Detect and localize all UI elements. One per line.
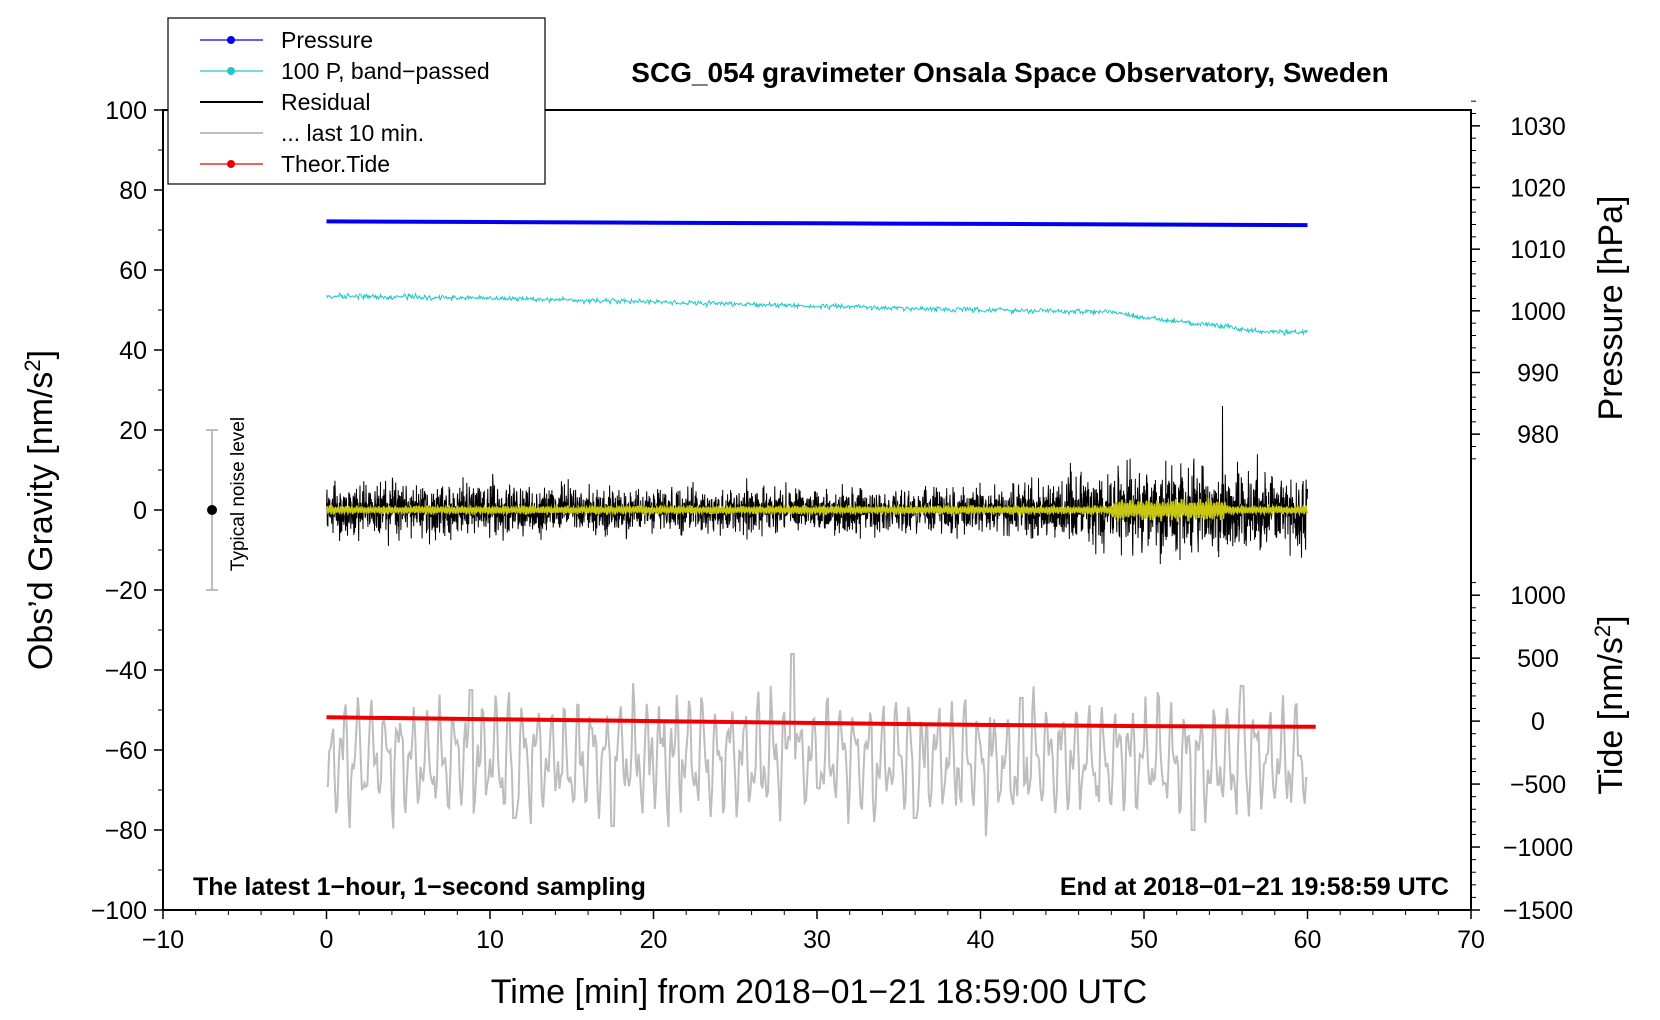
annotation-end-time: End at 2018−01−21 19:58:59 UTC — [1060, 873, 1449, 901]
y-axis-title-left-close: ] — [22, 350, 60, 359]
x-tick-label: 20 — [640, 926, 668, 954]
y-tick-label: −100 — [91, 897, 147, 925]
series-pressure — [326, 219, 1308, 228]
y-tick-label: 40 — [119, 337, 147, 365]
tide-tick-label: 1000 — [1510, 582, 1566, 610]
x-axis-ticks: −10 0 10 20 30 40 50 60 70 — [142, 910, 1485, 954]
legend-label: ... last 10 min. — [281, 120, 424, 146]
noise-dot — [207, 505, 218, 515]
pressure-tick-label: 1020 — [1510, 175, 1566, 203]
legend-label: Theor.Tide — [281, 151, 390, 177]
tide-tick-label: −1000 — [1503, 834, 1573, 862]
tide-axis-ticks: −1500 −1000 −500 0 500 1000 — [1471, 582, 1573, 925]
legend-label: Residual — [281, 89, 371, 115]
y-tick-label: −40 — [105, 657, 147, 685]
y-tick-label: −80 — [105, 817, 147, 845]
y-tick-label: 60 — [119, 257, 147, 285]
y-axis-title-left: Obs’d Gravity [nm/s2] — [20, 350, 60, 670]
x-tick-label: −10 — [142, 926, 184, 954]
tide-tick-label: 0 — [1531, 708, 1545, 736]
noise-label: Typical noise level — [228, 417, 249, 571]
x-tick-label: 0 — [320, 926, 334, 954]
x-tick-label: 30 — [803, 926, 831, 954]
x-tick-label: 70 — [1457, 926, 1485, 954]
y-tick-label: 100 — [105, 97, 147, 125]
tide-tick-label: −1500 — [1503, 897, 1573, 925]
y-tick-label: −20 — [105, 577, 147, 605]
y-tick-label: 20 — [119, 417, 147, 445]
y-axis-ticks: −100 −80 −60 −40 −20 0 20 40 60 80 100 — [91, 97, 163, 925]
y-axis-title-left-main: Obs’d Gravity [nm/s — [22, 372, 60, 671]
y-tick-label: 0 — [133, 497, 147, 525]
series-residual-smoothed — [325, 497, 1309, 522]
y-axis-title-tide-sup: 2 — [1590, 625, 1615, 637]
noise-indicator: Typical noise level — [206, 417, 249, 591]
pressure-tick-label: 980 — [1517, 421, 1559, 449]
annotation-sampling: The latest 1−hour, 1−second sampling — [193, 873, 646, 901]
legend: Pressure 100 P, band−passed Residual ... la… — [167, 17, 546, 185]
legend-items: Pressure 100 P, band−passed Residual ... la… — [200, 27, 490, 177]
legend-marker — [227, 160, 235, 168]
x-axis-title: Time [min] from 2018−01−21 18:59:00 UTC — [491, 973, 1147, 1011]
y-tick-label: 80 — [119, 177, 147, 205]
series-band-passed-pressure — [326, 292, 1308, 337]
pressure-tick-label: 990 — [1517, 360, 1559, 388]
legend-label: Pressure — [281, 27, 373, 53]
x-tick-label: 50 — [1130, 926, 1158, 954]
y-axis-title-pressure: Pressure [hPa] — [1592, 196, 1630, 421]
series-theoretical-tide — [326, 715, 1316, 729]
y-tick-label: −60 — [105, 737, 147, 765]
y-axis-title-left-sup: 2 — [20, 359, 45, 371]
pressure-axis-ticks: 980 990 1000 1010 1020 1030 — [1471, 100, 1566, 460]
x-tick-label: 40 — [967, 926, 995, 954]
series-layer — [325, 219, 1316, 837]
tide-tick-label: 500 — [1517, 645, 1559, 673]
pressure-tick-label: 1010 — [1510, 236, 1566, 264]
y-axis-title-tide-close: ] — [1592, 615, 1630, 624]
legend-label: 100 P, band−passed — [281, 58, 490, 84]
tide-tick-label: −500 — [1510, 771, 1566, 799]
legend-marker — [227, 36, 235, 44]
pressure-tick-label: 1030 — [1510, 113, 1566, 141]
y-axis-title-tide: Tide [nm/s2] — [1590, 615, 1630, 794]
series-residual — [326, 405, 1308, 565]
x-tick-label: 60 — [1294, 926, 1322, 954]
pressure-tick-label: 1000 — [1510, 298, 1566, 326]
x-tick-label: 10 — [476, 926, 504, 954]
legend-marker — [227, 67, 235, 75]
series-last-10-min — [326, 653, 1308, 837]
y-axis-title-tide-main: Tide [nm/s — [1592, 637, 1630, 794]
chart-title: SCG_054 gravimeter Onsala Space Observat… — [631, 57, 1388, 88]
